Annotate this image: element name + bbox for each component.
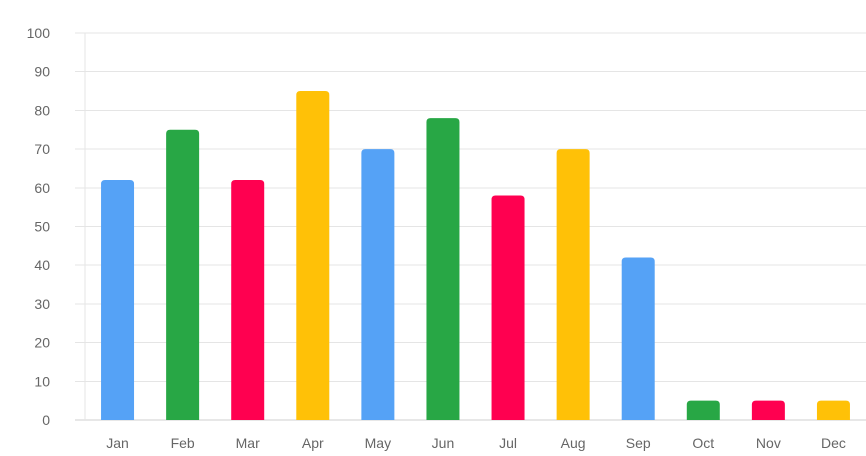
y-tick-label: 50 — [34, 219, 50, 235]
bar-dec[interactable] — [816, 400, 850, 420]
y-tick-label: 40 — [34, 257, 50, 273]
grid-layer — [75, 32, 866, 421]
bar-jun[interactable] — [426, 118, 460, 420]
bar-mar[interactable] — [231, 180, 265, 420]
y-tick-label: 90 — [34, 64, 50, 80]
x-tick-label: Dec — [821, 435, 846, 451]
x-tick-label: May — [365, 435, 391, 451]
x-tick-label: Jan — [106, 435, 129, 451]
bar-jan[interactable] — [101, 180, 135, 420]
x-tick-label: Apr — [302, 435, 324, 451]
x-tick-label: Mar — [236, 435, 260, 451]
y-tick-label: 60 — [34, 180, 50, 196]
bars-layer — [101, 91, 850, 421]
y-tick-label: 10 — [34, 373, 50, 389]
labels-layer: 0 10 20 30 40 50 60 70 80 90 100 Jan Feb Mar Apr May Jun… — [27, 25, 846, 451]
bar-oct[interactable] — [686, 400, 720, 420]
bar-aug[interactable] — [556, 149, 590, 420]
bar-may[interactable] — [361, 149, 395, 420]
x-tick-label: Aug — [561, 435, 586, 451]
y-tick-label: 0 — [42, 412, 50, 428]
y-tick-label: 20 — [34, 335, 50, 351]
x-tick-label: Nov — [756, 435, 781, 451]
y-tick-label: 30 — [34, 296, 50, 312]
bar-feb[interactable] — [166, 129, 200, 420]
x-tick-label: Feb — [171, 435, 195, 451]
y-tick-label: 80 — [34, 102, 50, 118]
x-tick-label: Sep — [626, 435, 651, 451]
bar-jul[interactable] — [491, 195, 525, 420]
y-tick-label: 70 — [34, 141, 50, 157]
bar-sep[interactable] — [621, 257, 655, 420]
x-tick-label: Jun — [432, 435, 455, 451]
bar-nov[interactable] — [751, 400, 785, 420]
y-tick-label: 100 — [27, 25, 51, 41]
x-tick-label: Oct — [692, 435, 714, 451]
x-tick-label: Jul — [499, 435, 517, 451]
bar-apr[interactable] — [296, 91, 330, 421]
